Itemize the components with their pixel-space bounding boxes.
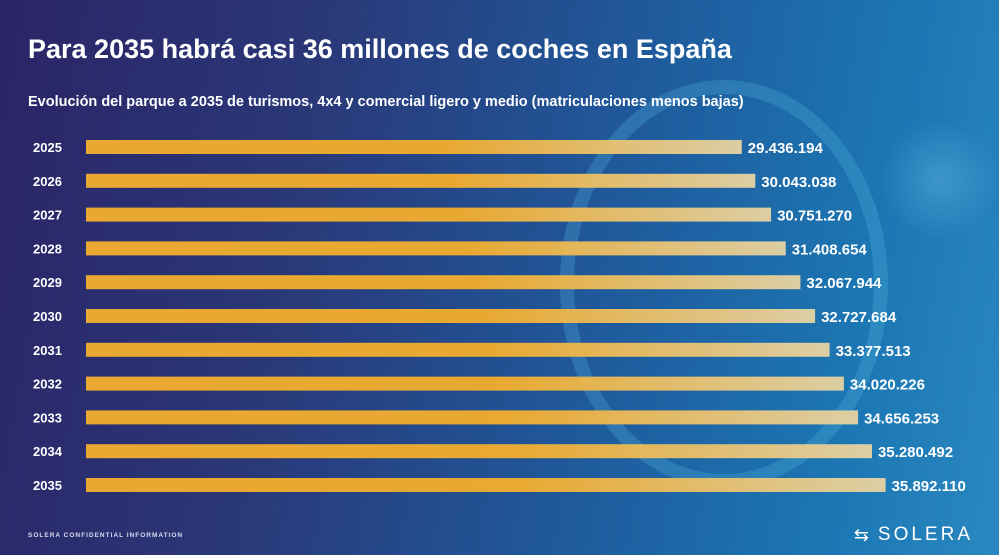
category-label: 2028 (33, 241, 62, 256)
category-label: 2030 (33, 309, 62, 324)
bar-2027 (86, 207, 772, 222)
data-label: 30.043.038 (761, 174, 836, 191)
bar-2026 (86, 173, 756, 188)
solera-logo-icon: ⇆ (853, 524, 872, 545)
category-label: 2033 (33, 410, 62, 425)
bar-2033 (86, 410, 859, 425)
data-label: 31.408.654 (792, 241, 868, 258)
data-label: 35.892.110 (892, 478, 966, 495)
bar-2025 (86, 140, 742, 154)
bar-2029 (86, 275, 801, 290)
bar-2032 (86, 376, 844, 391)
category-label: 2027 (33, 208, 62, 223)
bar-2031 (86, 342, 830, 357)
bar-2034 (86, 444, 872, 459)
solera-logo: ⇆ SOLERA (854, 524, 973, 546)
data-label: 35.280.492 (878, 444, 953, 461)
data-label: 32.727.684 (821, 309, 897, 326)
category-label: 2029 (33, 275, 62, 290)
data-label: 33.377.513 (836, 343, 911, 360)
data-label: 29.436.194 (748, 140, 824, 157)
data-label: 34.020.226 (850, 377, 925, 394)
category-label: 2034 (33, 444, 63, 459)
page-title: Para 2035 habrá casi 36 millones de coch… (28, 34, 732, 64)
category-label: 2025 (33, 140, 62, 155)
category-label: 2031 (33, 343, 62, 358)
bar-2035 (86, 478, 886, 492)
chart-subtitle: Evolución del parque a 2035 de turismos,… (28, 94, 744, 110)
category-label: 2032 (33, 377, 62, 392)
data-label: 32.067.944 (806, 275, 882, 292)
bar-2028 (86, 241, 786, 256)
data-label: 30.751.270 (777, 208, 852, 225)
data-label: 34.656.253 (864, 410, 939, 427)
confidential-notice: SOLERA CONFIDENTIAL INFORMATION (28, 532, 184, 539)
category-label: 2026 (33, 174, 62, 189)
solera-logo-text: SOLERA (877, 524, 973, 545)
bar-2030 (86, 309, 816, 323)
category-label: 2035 (33, 478, 62, 493)
